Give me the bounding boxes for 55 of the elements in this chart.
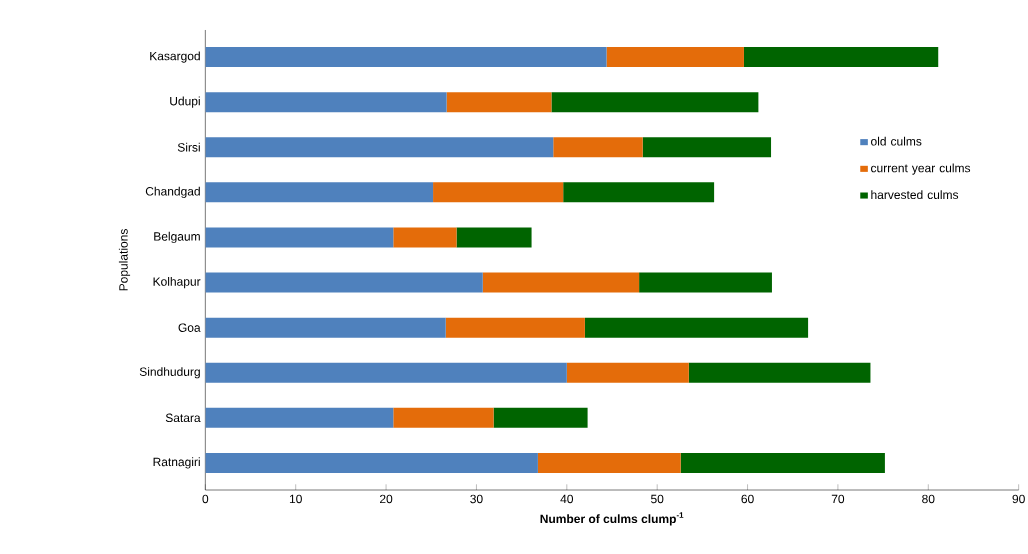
y-tick-label: Kasargod — [150, 51, 200, 63]
bar — [433, 182, 564, 203]
x-tick-label: 0 — [202, 494, 209, 504]
y-tick-label: Belgaum — [154, 231, 200, 244]
bar — [642, 137, 772, 158]
bar — [205, 227, 394, 248]
x-tick-label: 80 — [922, 494, 935, 504]
bar — [566, 362, 689, 383]
legend-label: current year culms — [871, 163, 971, 175]
x-tick-label: 70 — [831, 494, 845, 504]
bar — [445, 317, 585, 338]
y-tick-label: Udupi — [170, 96, 200, 108]
bar — [680, 452, 885, 473]
bar — [446, 92, 552, 113]
x-tick-label: 30 — [470, 494, 483, 504]
y-tick-label: Chandgad — [145, 186, 200, 198]
x-axis-title: Number of culms clump$^{-1}$ — [540, 512, 684, 526]
y-tick-label: Ratnagiri — [153, 457, 200, 469]
bar — [205, 272, 483, 293]
bar — [493, 407, 588, 428]
bar — [205, 137, 554, 158]
bar — [205, 182, 434, 203]
y-tick-label: Satara — [165, 413, 201, 423]
bar — [205, 407, 394, 428]
bar — [205, 92, 447, 113]
x-tick-label: 90 — [1012, 494, 1025, 504]
x-tick-label: 40 — [560, 494, 574, 504]
bar — [551, 92, 759, 113]
legend-label: harvested culms — [871, 190, 959, 200]
bar — [563, 182, 715, 203]
bar — [553, 137, 643, 158]
y-axis-title: Populations — [118, 229, 131, 291]
x-tick-label: 60 — [741, 494, 754, 504]
y-tick-label: Goa — [178, 323, 201, 332]
y-tick-label: Kolhapur — [153, 276, 201, 289]
x-tick-label: 50 — [650, 494, 664, 504]
y-tick-label: Sirsi — [177, 142, 200, 152]
bar — [456, 227, 532, 248]
bar — [393, 407, 494, 428]
bar — [606, 47, 744, 68]
bar — [205, 362, 567, 383]
bar — [393, 227, 457, 248]
bar — [584, 317, 809, 338]
bar — [639, 272, 772, 293]
bar — [743, 47, 939, 68]
bar — [205, 47, 607, 68]
x-tick-label: 20 — [380, 494, 393, 504]
x-tick-label: 10 — [289, 494, 302, 504]
bar — [205, 317, 446, 338]
bar — [688, 362, 871, 383]
bar — [482, 272, 640, 293]
legend-label: old culms — [871, 136, 922, 146]
y-tick-label: Sindhudurg — [139, 367, 200, 379]
bar — [537, 452, 681, 473]
bar — [205, 452, 538, 473]
